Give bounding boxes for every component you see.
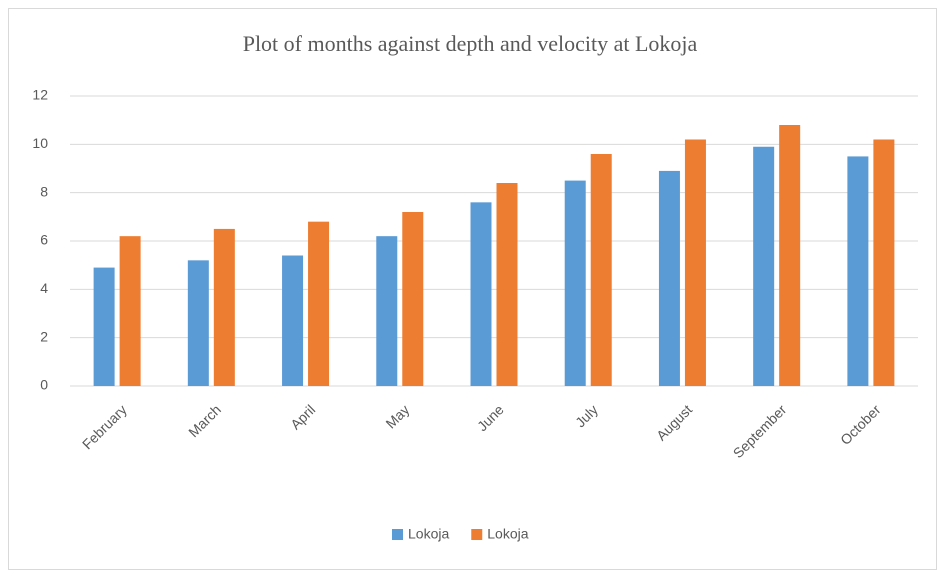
bar [187, 260, 209, 386]
bar [402, 212, 424, 386]
bar [847, 156, 869, 386]
bar [376, 236, 398, 386]
bar [590, 154, 612, 386]
y-tick-label: 6 [40, 232, 48, 248]
bar [282, 255, 304, 386]
bar [213, 228, 235, 386]
bar [753, 146, 775, 386]
legend-swatch [471, 529, 483, 540]
y-tick-label: 2 [40, 328, 48, 344]
y-tick-label: 0 [40, 377, 48, 393]
bar [564, 180, 586, 386]
bar [873, 139, 895, 386]
y-tick-label: 12 [32, 87, 48, 103]
bar [119, 236, 141, 386]
bar [93, 267, 115, 386]
y-tick-label: 10 [32, 135, 48, 151]
legend-swatch [392, 529, 403, 540]
chart-title: Plot of months against depth and velocit… [243, 31, 698, 56]
bar [496, 183, 518, 386]
bar [779, 125, 801, 386]
legend-label: Lokoja [487, 526, 528, 542]
bar [308, 221, 330, 386]
y-tick-label: 8 [40, 183, 48, 199]
y-tick-label: 4 [40, 280, 48, 296]
bar [658, 170, 680, 386]
bar [684, 139, 706, 386]
legend-label: Lokoja [408, 526, 449, 542]
bar [470, 202, 492, 386]
